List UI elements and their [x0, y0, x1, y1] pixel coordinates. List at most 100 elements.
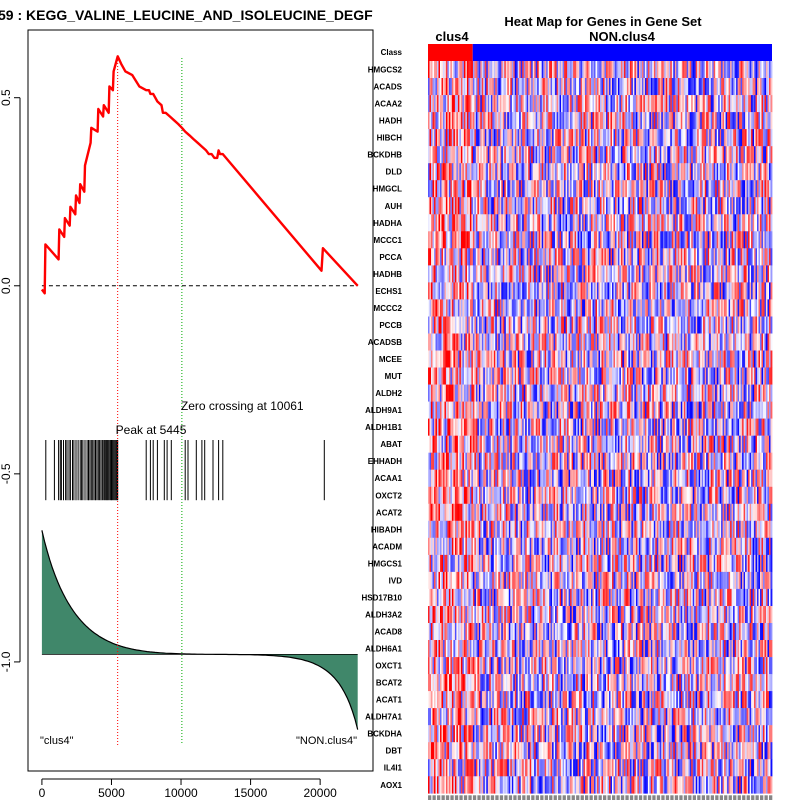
- heatmap-cell: [429, 214, 432, 232]
- heatmap-cell: [623, 231, 626, 249]
- heatmap-cell: [737, 401, 740, 419]
- heatmap-cell: [767, 282, 770, 300]
- heatmap-cell: [597, 78, 599, 96]
- heatmap-cell: [448, 78, 451, 96]
- heatmap-cell: [713, 180, 716, 198]
- heatmap-cell: [631, 146, 634, 164]
- heatmap-cell: [460, 231, 463, 249]
- heatmap-cell: [525, 401, 528, 419]
- heatmap-cell: [736, 163, 738, 181]
- heatmap-cell: [570, 333, 572, 351]
- heatmap-cell: [676, 282, 679, 300]
- heatmap-cell: [486, 163, 489, 181]
- heatmap-cell: [441, 163, 444, 181]
- heatmap-cell: [534, 384, 537, 402]
- heatmap-cell: [644, 112, 647, 130]
- heatmap-cell: [745, 299, 747, 317]
- heatmap-cell: [680, 78, 683, 96]
- heatmap-cell: [652, 401, 655, 419]
- heatmap-cell: [552, 112, 554, 130]
- heatmap-cell: [576, 333, 578, 351]
- heatmap-cell: [469, 197, 472, 215]
- heatmap-cell: [682, 78, 685, 96]
- heatmap-cell: [440, 367, 442, 385]
- heatmap-cell: [552, 197, 554, 215]
- heatmap-cell: [571, 316, 574, 334]
- heatmap-cell: [709, 367, 712, 385]
- heatmap-cell: [610, 333, 613, 351]
- heatmap-cell: [480, 299, 483, 317]
- heatmap-cell: [745, 350, 747, 368]
- heatmap-cell: [731, 350, 734, 368]
- heatmap-cell: [580, 316, 583, 334]
- heatmap-cell: [565, 231, 568, 249]
- heatmap-cell: [739, 265, 741, 283]
- heatmap-cell: [668, 299, 671, 317]
- heatmap-cell: [519, 282, 522, 300]
- heatmap-cell: [613, 78, 616, 96]
- heatmap-cell: [534, 180, 537, 198]
- heatmap-cell: [734, 129, 737, 147]
- heatmap-cell: [757, 180, 759, 198]
- heatmap-cell: [716, 384, 719, 402]
- heatmap-cell: [652, 265, 655, 283]
- heatmap-cell: [457, 146, 460, 164]
- heatmap-cell: [662, 129, 665, 147]
- heatmap-cell: [445, 282, 448, 300]
- heatmap-cell: [565, 299, 568, 317]
- heatmap-cell: [441, 146, 444, 164]
- heatmap-cell: [631, 401, 634, 419]
- heatmap-cell: [468, 214, 471, 232]
- heatmap-cell: [767, 333, 770, 351]
- heatmap-cell: [561, 129, 563, 147]
- heatmap-cell: [513, 180, 516, 198]
- heatmap-cell: [664, 129, 667, 147]
- heatmap-cell: [437, 418, 439, 436]
- heatmap-cell: [573, 299, 575, 317]
- heatmap-cell: [679, 146, 682, 164]
- heatmap-cell: [573, 95, 575, 113]
- heatmap-cell: [565, 61, 568, 79]
- heatmap-cell: [597, 299, 599, 317]
- heatmap-cell: [664, 214, 667, 232]
- heatmap-cell: [680, 129, 683, 147]
- heatmap-cell: [676, 112, 679, 130]
- heatmap-cell: [685, 78, 688, 96]
- heatmap-cell: [478, 214, 481, 232]
- heatmap-cell: [742, 367, 744, 385]
- heatmap-cell: [538, 401, 541, 419]
- heatmap-cell: [606, 231, 608, 249]
- heatmap-cell: [730, 350, 732, 368]
- heatmap-cell: [469, 163, 472, 181]
- heatmap-cell: [538, 299, 541, 317]
- heatmap-cell: [447, 112, 450, 130]
- heatmap-cell: [695, 231, 698, 249]
- heatmap-cell: [553, 214, 556, 232]
- heatmap-cell: [582, 163, 584, 181]
- heatmap-cell: [769, 265, 771, 283]
- heatmap-cell: [727, 61, 729, 79]
- heatmap-cell: [546, 163, 549, 181]
- heatmap-cell: [715, 180, 718, 198]
- heatmap-cell: [715, 231, 718, 249]
- heatmap-cell: [601, 112, 604, 130]
- heatmap-cell: [555, 299, 557, 317]
- heatmap-cell: [692, 265, 695, 283]
- heatmap-cell: [703, 265, 706, 283]
- heatmap-cell: [676, 231, 679, 249]
- heatmap-cell: [540, 384, 543, 402]
- heatmap-cell: [692, 61, 695, 79]
- heatmap-cell: [493, 299, 496, 317]
- heatmap-cell: [549, 78, 551, 96]
- heatmap-cell: [495, 350, 498, 368]
- heatmap-cell: [668, 367, 671, 385]
- heatmap-cell: [589, 214, 592, 232]
- heatmap-cell: [710, 112, 713, 130]
- heatmap-cell: [437, 350, 439, 368]
- heatmap-cell: [743, 214, 746, 232]
- heatmap-cell: [568, 384, 571, 402]
- heatmap-cell: [692, 231, 695, 249]
- heatmap-cell: [757, 197, 759, 215]
- heatmap-cell: [700, 367, 703, 385]
- heatmap-cell: [457, 112, 460, 130]
